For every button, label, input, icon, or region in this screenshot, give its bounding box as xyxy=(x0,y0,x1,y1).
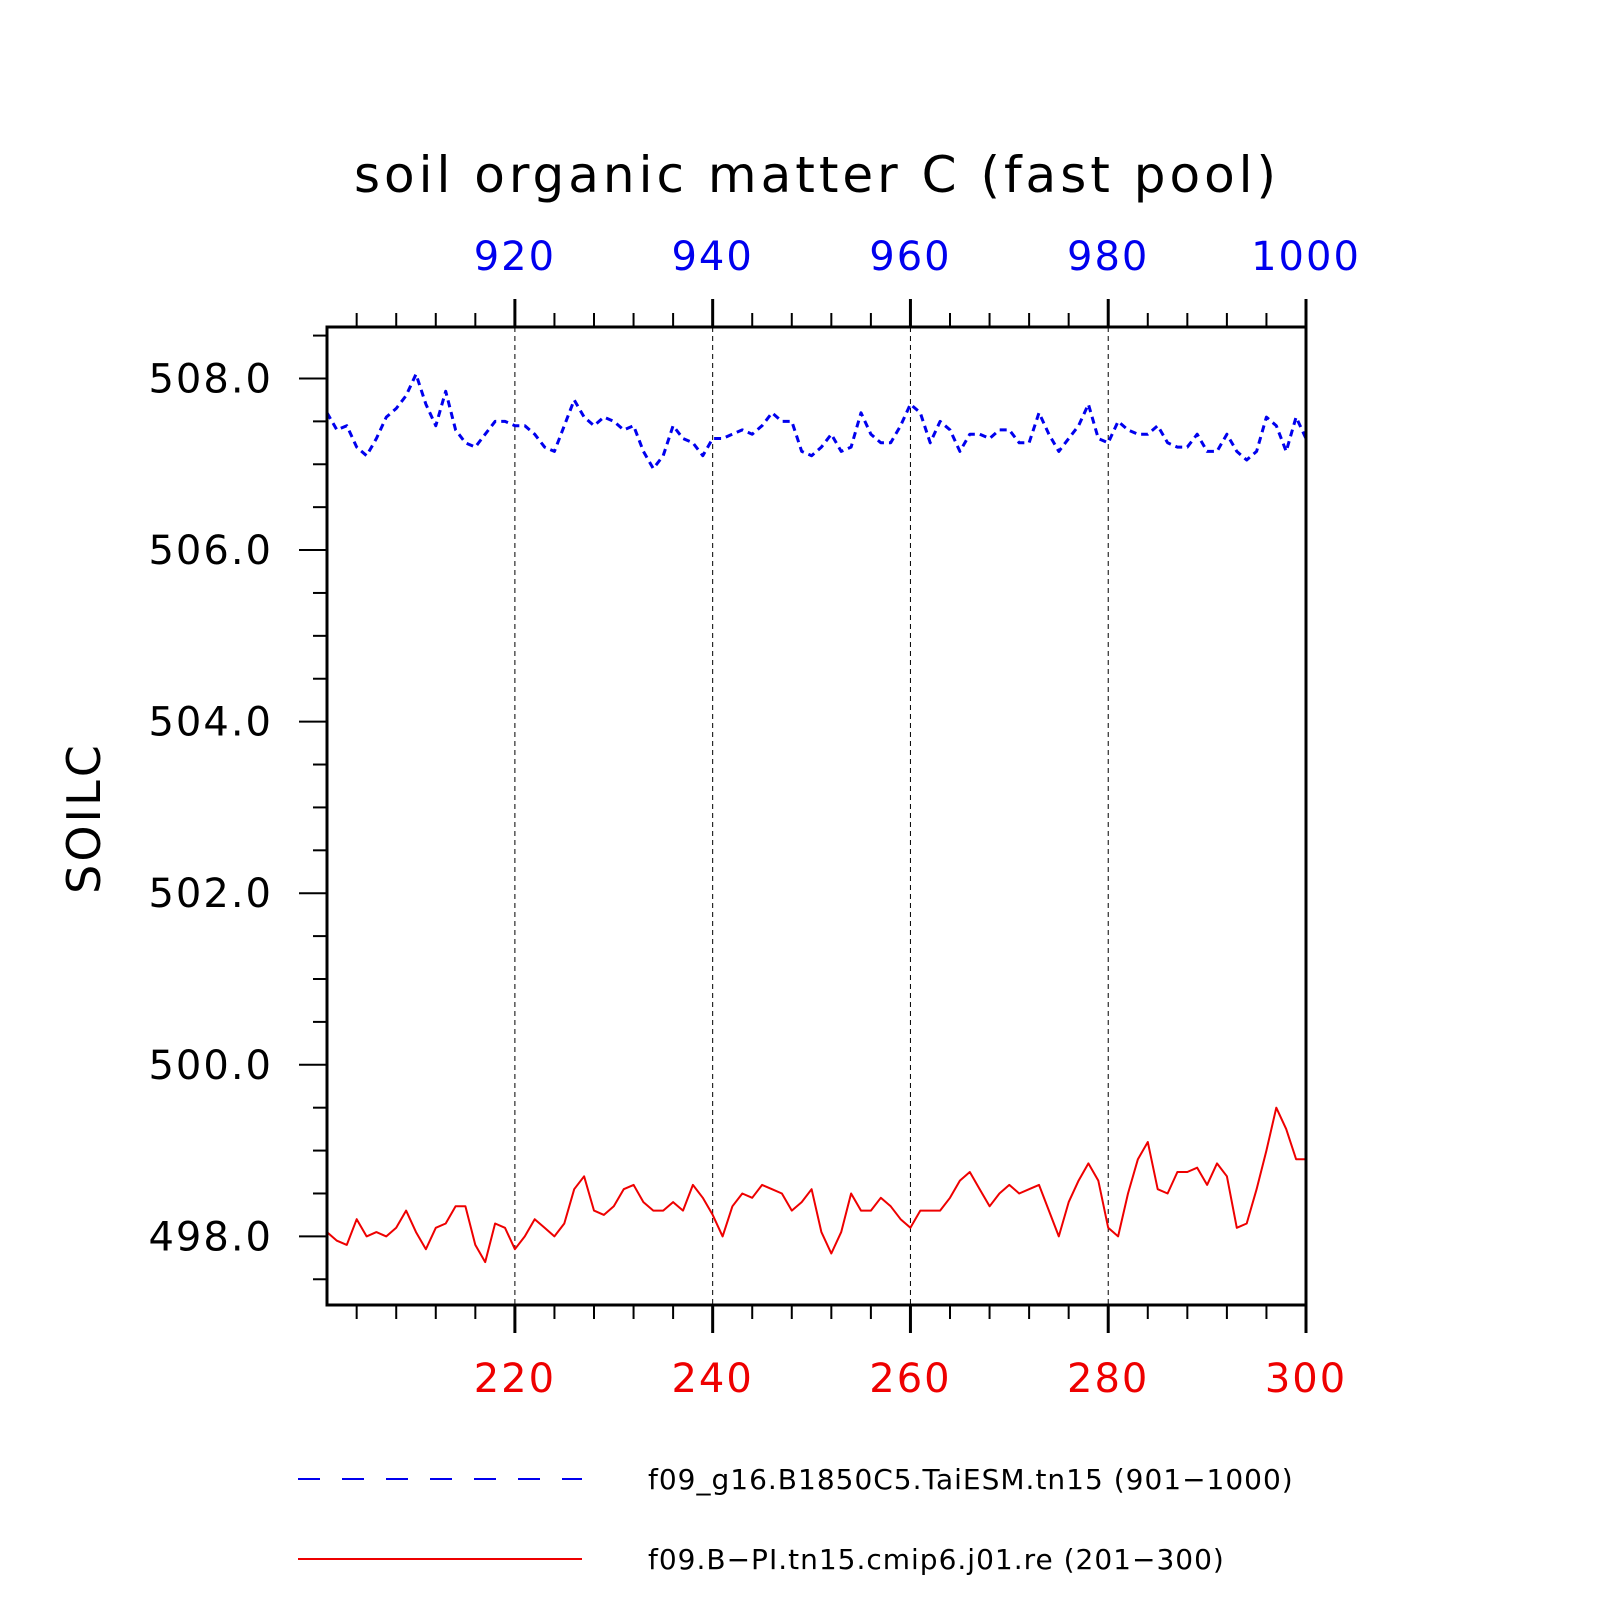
y-tick-label: 508.0 xyxy=(148,356,273,402)
x-bottom-tick-label: 260 xyxy=(869,1356,951,1402)
x-top-tick-label: 1000 xyxy=(1251,234,1361,280)
y-axis-label: SOILC xyxy=(57,742,111,894)
y-tick-label: 506.0 xyxy=(148,528,273,574)
legend-label-red: f09.B−PI.tn15.cmip6.j01.re (201−300) xyxy=(648,1543,1225,1576)
legend: f09_g16.B1850C5.TaiESM.tn15 (901−1000) f… xyxy=(298,1463,1294,1576)
series-line-0 xyxy=(325,372,1308,471)
y-tick-label: 500.0 xyxy=(148,1043,273,1089)
tick-marks xyxy=(299,299,1308,1333)
series-line-1 xyxy=(326,1106,1306,1264)
y-tick-label: 498.0 xyxy=(148,1214,273,1260)
chart-title: soil organic matter C (fast pool) xyxy=(354,146,1280,204)
axes xyxy=(325,325,1308,1307)
series-lines xyxy=(325,372,1308,1264)
x-bottom-tick-label: 240 xyxy=(671,1356,753,1402)
x-top-tick-label: 960 xyxy=(869,234,951,280)
x-bottom-tick-label: 280 xyxy=(1067,1356,1149,1402)
tick-labels: 498.0 500.0 502.0 504.0 506.0 508.0 920 940 960 9… xyxy=(148,234,1361,1402)
plot-frame xyxy=(325,325,1308,1307)
x-top-tick-label: 980 xyxy=(1067,234,1149,280)
y-tick-label: 502.0 xyxy=(148,871,273,917)
y-tick-label: 504.0 xyxy=(148,700,273,746)
x-top-tick-label: 920 xyxy=(474,234,556,280)
legend-label-blue: f09_g16.B1850C5.TaiESM.tn15 (901−1000) xyxy=(648,1463,1294,1496)
grid-lines xyxy=(514,327,1109,1305)
x-top-tick-label: 940 xyxy=(671,234,753,280)
x-bottom-tick-label: 300 xyxy=(1265,1356,1347,1402)
x-bottom-tick-label: 220 xyxy=(474,1356,556,1402)
